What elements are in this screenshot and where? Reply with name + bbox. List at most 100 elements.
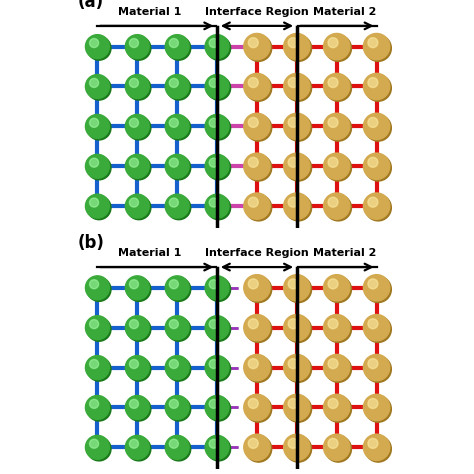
Circle shape <box>328 359 338 369</box>
Circle shape <box>328 438 338 448</box>
Circle shape <box>365 115 392 141</box>
Circle shape <box>244 434 270 460</box>
Circle shape <box>283 355 310 381</box>
Circle shape <box>368 319 378 329</box>
Circle shape <box>165 356 189 380</box>
Circle shape <box>207 397 231 421</box>
Circle shape <box>127 397 151 421</box>
Circle shape <box>85 435 109 459</box>
Circle shape <box>209 118 218 128</box>
Circle shape <box>205 435 229 459</box>
Circle shape <box>248 279 258 289</box>
Circle shape <box>125 276 149 300</box>
Circle shape <box>205 114 229 138</box>
Circle shape <box>205 316 229 340</box>
Circle shape <box>285 194 311 221</box>
Circle shape <box>283 113 310 139</box>
Circle shape <box>325 436 351 462</box>
Circle shape <box>167 397 191 421</box>
Circle shape <box>246 436 272 462</box>
Text: (a): (a) <box>77 0 104 11</box>
Circle shape <box>364 394 390 420</box>
Circle shape <box>328 279 338 289</box>
Circle shape <box>288 438 298 448</box>
Circle shape <box>285 35 311 61</box>
Circle shape <box>324 153 350 180</box>
Circle shape <box>328 157 338 167</box>
Circle shape <box>169 399 178 409</box>
Circle shape <box>165 74 189 99</box>
Circle shape <box>87 156 111 180</box>
Text: Material 2: Material 2 <box>313 7 376 17</box>
Circle shape <box>209 158 218 167</box>
Circle shape <box>324 274 350 301</box>
Circle shape <box>90 399 99 409</box>
Circle shape <box>167 196 191 219</box>
Circle shape <box>364 355 390 381</box>
Circle shape <box>165 35 189 59</box>
Circle shape <box>248 37 258 48</box>
Circle shape <box>209 38 218 47</box>
Circle shape <box>325 115 351 141</box>
Circle shape <box>167 156 191 180</box>
Circle shape <box>87 36 111 60</box>
Circle shape <box>169 359 178 368</box>
Circle shape <box>328 37 338 48</box>
Circle shape <box>283 434 310 460</box>
Circle shape <box>288 319 298 329</box>
Circle shape <box>364 315 390 341</box>
Circle shape <box>283 34 310 60</box>
Circle shape <box>205 276 229 300</box>
Circle shape <box>364 113 390 139</box>
Circle shape <box>127 317 151 341</box>
Circle shape <box>87 437 111 461</box>
Circle shape <box>87 277 111 301</box>
Circle shape <box>365 356 392 383</box>
Text: Material 1: Material 1 <box>118 248 181 258</box>
Circle shape <box>288 157 298 167</box>
Circle shape <box>244 274 270 301</box>
Circle shape <box>365 155 392 181</box>
Circle shape <box>244 394 270 420</box>
Circle shape <box>365 194 392 221</box>
Circle shape <box>325 75 351 101</box>
Circle shape <box>90 319 99 328</box>
Circle shape <box>246 316 272 342</box>
Circle shape <box>209 319 218 328</box>
Circle shape <box>169 439 178 448</box>
Circle shape <box>85 35 109 59</box>
Circle shape <box>125 114 149 138</box>
Circle shape <box>288 359 298 369</box>
Circle shape <box>125 35 149 59</box>
Circle shape <box>283 153 310 180</box>
Circle shape <box>129 319 138 328</box>
Circle shape <box>205 194 229 218</box>
Circle shape <box>325 155 351 181</box>
Circle shape <box>248 78 258 88</box>
Circle shape <box>364 434 390 460</box>
Circle shape <box>129 280 138 289</box>
Circle shape <box>368 279 378 289</box>
Circle shape <box>129 359 138 368</box>
Circle shape <box>288 197 298 207</box>
Circle shape <box>324 113 350 139</box>
Circle shape <box>129 118 138 128</box>
Circle shape <box>127 116 151 140</box>
Text: Interface Region: Interface Region <box>205 248 309 258</box>
Circle shape <box>87 76 111 100</box>
Circle shape <box>248 399 258 409</box>
Circle shape <box>324 394 350 420</box>
Text: Material 1: Material 1 <box>118 7 181 17</box>
Circle shape <box>248 319 258 329</box>
Circle shape <box>85 276 109 300</box>
Text: (b): (b) <box>77 234 104 252</box>
Circle shape <box>244 355 270 381</box>
Circle shape <box>90 158 99 167</box>
Circle shape <box>205 356 229 380</box>
Circle shape <box>87 317 111 341</box>
Circle shape <box>248 359 258 369</box>
Circle shape <box>90 359 99 368</box>
Circle shape <box>283 193 310 219</box>
Circle shape <box>85 74 109 99</box>
Circle shape <box>324 315 350 341</box>
